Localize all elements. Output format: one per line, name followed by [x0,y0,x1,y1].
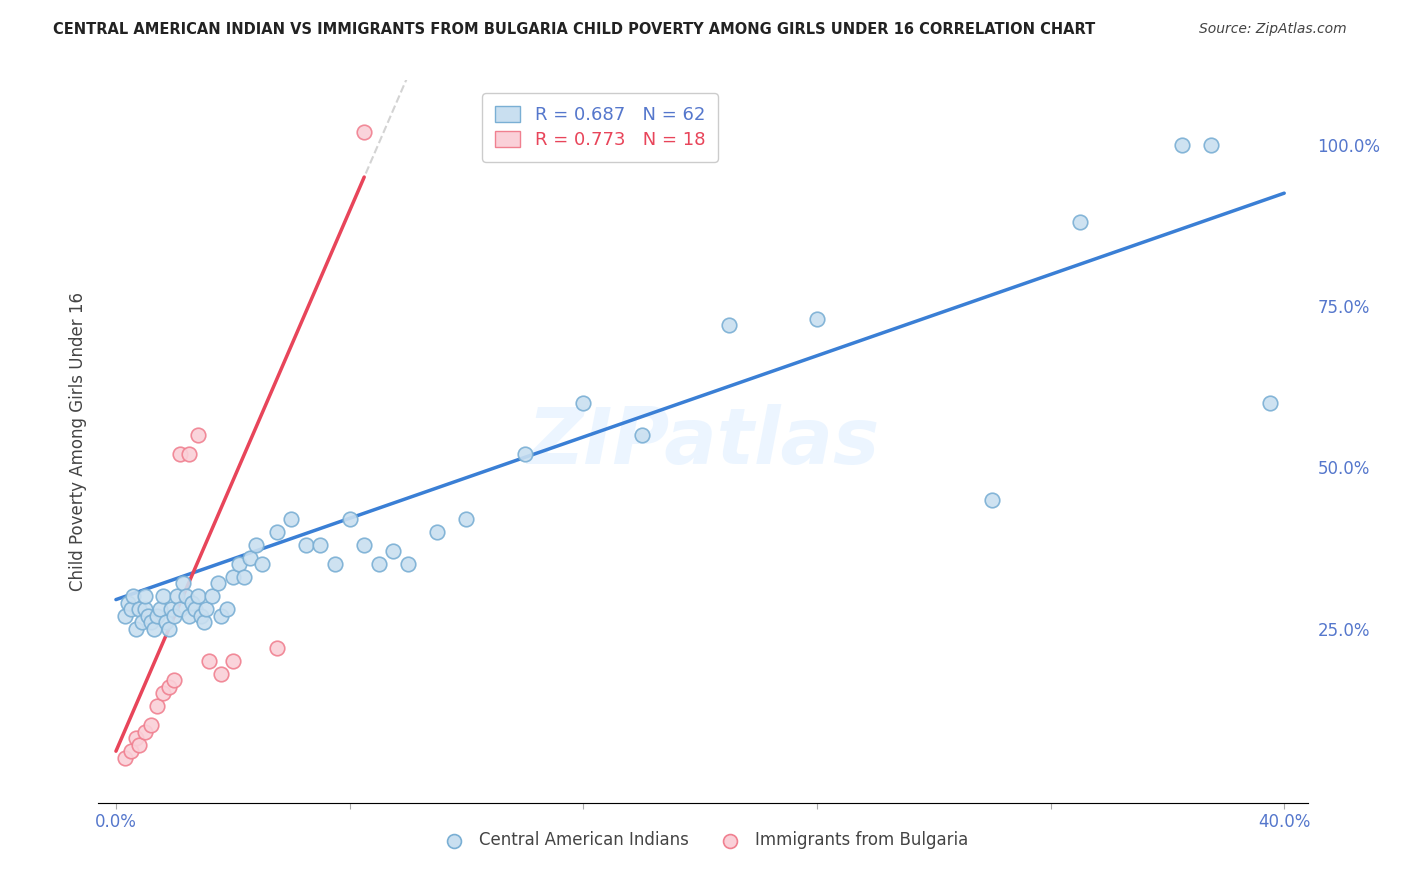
Point [207,576,229,591]
Point [169,602,191,616]
Point [201,590,224,604]
Point [187,428,209,442]
Point [128,738,150,752]
Point [128,602,150,616]
Point [513,447,536,461]
Point [215,602,238,616]
Point [280,512,302,526]
Point [152,590,174,604]
Point [184,602,207,616]
Point [131,615,153,630]
Point [353,538,375,552]
Point [396,557,419,571]
Point [209,666,232,681]
Point [157,680,180,694]
Point [239,550,262,565]
Point [114,750,136,764]
Point [266,640,288,655]
Point [190,608,212,623]
Point [339,512,361,526]
Point [134,724,156,739]
Point [209,608,232,623]
Point [157,622,180,636]
Point [245,538,267,552]
Point [142,622,165,636]
Point [134,590,156,604]
Point [163,673,186,688]
Point [155,615,177,630]
Point [367,557,389,571]
Point [187,590,209,604]
Point [120,744,142,758]
Point [172,576,194,591]
Point [193,615,215,630]
Point [353,125,375,139]
Point [149,602,172,616]
Point [136,608,159,623]
Point [228,557,250,571]
Point [1199,137,1222,152]
Point [174,590,197,604]
Point [180,596,202,610]
Point [456,512,478,526]
Point [152,686,174,700]
Point [139,718,162,732]
Point [114,608,136,623]
Point [222,570,245,584]
Point [125,622,148,636]
Point [177,447,200,461]
Point [120,602,142,616]
Point [250,557,273,571]
Point [163,608,186,623]
Point [382,544,405,558]
Point [160,602,183,616]
Point [177,608,200,623]
Point [117,596,139,610]
Point [125,731,148,746]
Point [169,447,191,461]
Text: Source: ZipAtlas.com: Source: ZipAtlas.com [1199,22,1347,37]
Text: ZIPatlas: ZIPatlas [527,403,879,480]
Y-axis label: Child Poverty Among Girls Under 16: Child Poverty Among Girls Under 16 [69,292,87,591]
Point [309,538,332,552]
Point [134,602,156,616]
Point [981,492,1004,507]
Point [1171,137,1194,152]
Legend: Central American Indians, Immigrants from Bulgaria: Central American Indians, Immigrants fro… [430,824,976,856]
Point [1258,396,1281,410]
Point [572,396,595,410]
Text: CENTRAL AMERICAN INDIAN VS IMMIGRANTS FROM BULGARIA CHILD POVERTY AMONG GIRLS UN: CENTRAL AMERICAN INDIAN VS IMMIGRANTS FR… [53,22,1095,37]
Point [426,524,449,539]
Point [139,615,162,630]
Point [1069,215,1091,229]
Point [323,557,346,571]
Point [146,608,169,623]
Point [222,654,245,668]
Point [198,654,221,668]
Point [166,590,188,604]
Point [718,318,741,333]
Point [195,602,218,616]
Point [630,428,652,442]
Point [266,524,288,539]
Point [294,538,316,552]
Point [146,699,169,714]
Point [806,312,828,326]
Point [122,590,145,604]
Point [233,570,256,584]
